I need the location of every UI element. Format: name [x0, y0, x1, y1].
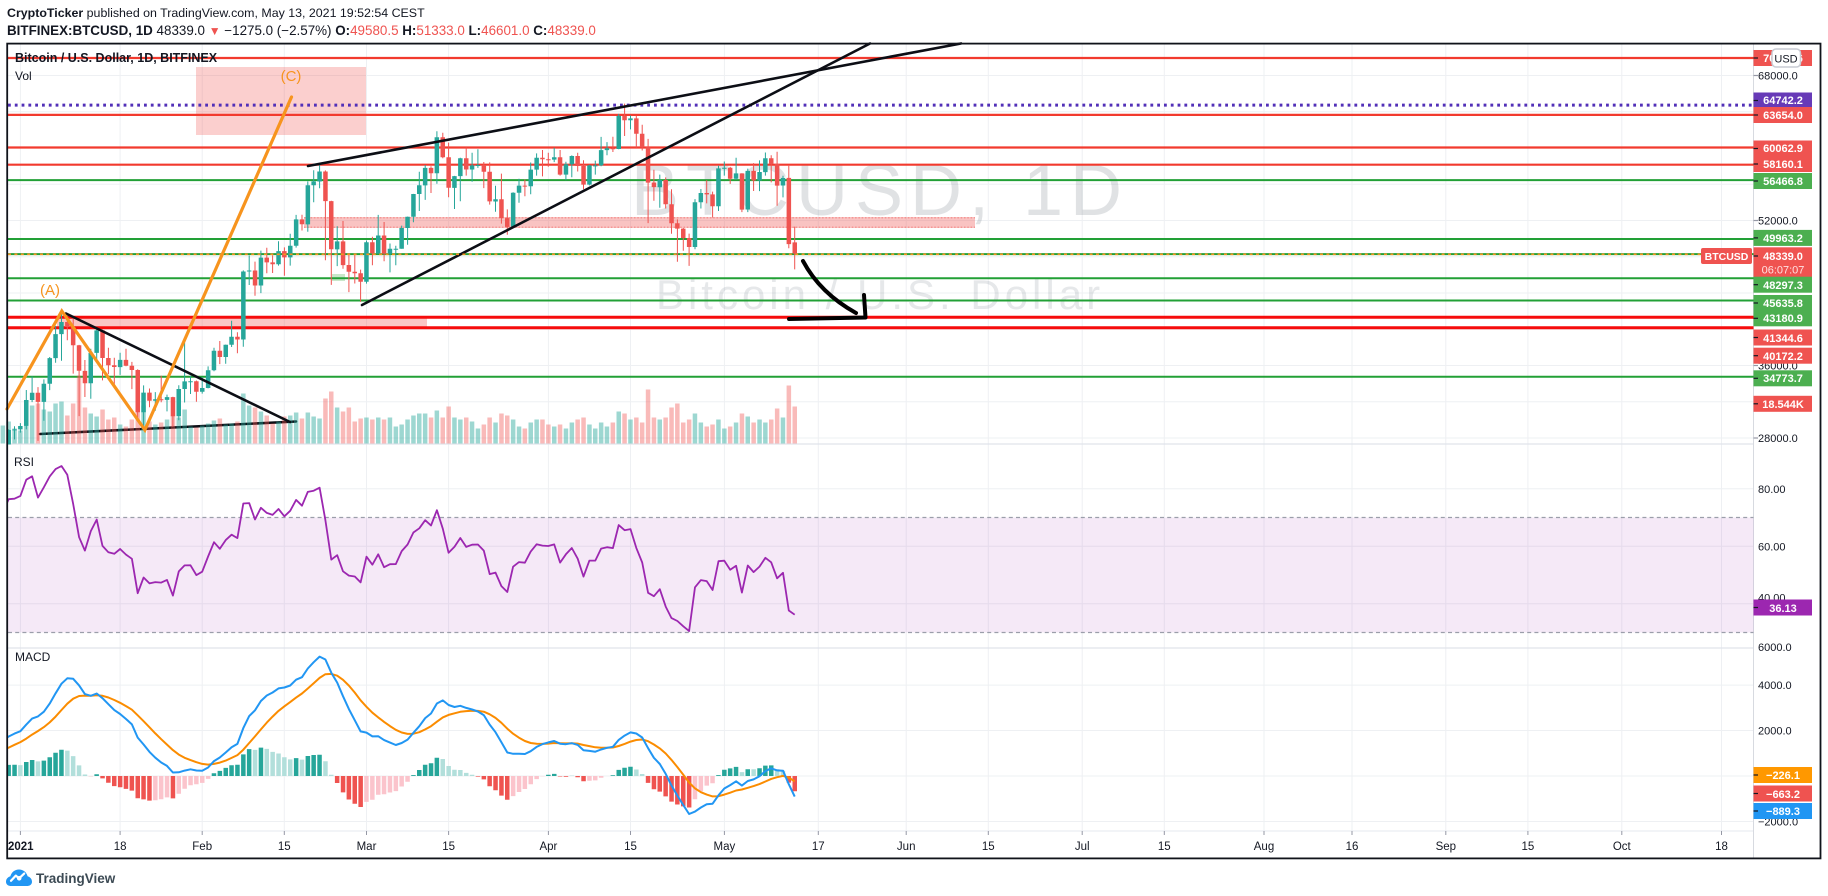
svg-text:43180.9: 43180.9: [1763, 313, 1803, 325]
svg-text:(A): (A): [40, 282, 60, 299]
svg-text:−663.2: −663.2: [1766, 789, 1800, 801]
svg-text:Sep: Sep: [1436, 841, 1456, 853]
svg-text:56466.8: 56466.8: [1763, 176, 1803, 188]
svg-text:17: 17: [812, 841, 825, 853]
svg-text:2021: 2021: [8, 841, 34, 853]
svg-text:BTCUSD: BTCUSD: [1705, 251, 1749, 263]
svg-text:15: 15: [982, 841, 995, 853]
svg-text:6000.0: 6000.0: [1758, 642, 1792, 654]
svg-text:Feb: Feb: [192, 841, 212, 853]
svg-text:Aug: Aug: [1254, 841, 1274, 853]
svg-text:80.00: 80.00: [1758, 484, 1786, 496]
svg-text:60062.9: 60062.9: [1763, 143, 1803, 155]
svg-text:28000.0: 28000.0: [1758, 433, 1798, 445]
svg-text:15: 15: [624, 841, 637, 853]
svg-text:15: 15: [278, 841, 291, 853]
svg-text:16: 16: [1346, 841, 1359, 853]
svg-text:41344.6: 41344.6: [1763, 333, 1803, 345]
svg-text:2000.0: 2000.0: [1758, 726, 1792, 738]
svg-text:64742.2: 64742.2: [1763, 95, 1803, 107]
svg-text:USD: USD: [1774, 54, 1797, 66]
svg-text:RSI: RSI: [14, 455, 34, 469]
svg-text:63654.0: 63654.0: [1763, 110, 1803, 122]
svg-text:−226.1: −226.1: [1766, 770, 1800, 782]
svg-text:15: 15: [1158, 841, 1171, 853]
svg-text:68000.0: 68000.0: [1758, 71, 1798, 83]
svg-text:48297.3: 48297.3: [1763, 280, 1803, 292]
svg-text:52000.0: 52000.0: [1758, 216, 1798, 228]
svg-text:34773.7: 34773.7: [1763, 373, 1803, 385]
svg-text:18: 18: [1715, 841, 1728, 853]
svg-text:Vol: Vol: [15, 69, 32, 83]
svg-text:4000.0: 4000.0: [1758, 680, 1792, 692]
svg-text:Oct: Oct: [1613, 841, 1632, 853]
svg-text:Bitcoin / U.S. Dollar, 1D, BIT: Bitcoin / U.S. Dollar, 1D, BITFINEX: [15, 51, 218, 65]
svg-text:(C): (C): [281, 68, 302, 85]
svg-text:48339.0: 48339.0: [1763, 251, 1803, 263]
svg-text:15: 15: [442, 841, 455, 853]
svg-text:36.13: 36.13: [1769, 603, 1797, 615]
svg-text:BITFINEX:BTCUSD, 1D 48339.0 ▼: BITFINEX:BTCUSD, 1D 48339.0 ▼ −1275.0 (−…: [7, 23, 596, 38]
svg-text:49963.2: 49963.2: [1763, 233, 1803, 245]
svg-text:60.00: 60.00: [1758, 541, 1786, 553]
svg-text:−2000.0: −2000.0: [1758, 817, 1798, 829]
svg-text:40172.2: 40172.2: [1763, 351, 1803, 363]
svg-text:Jun: Jun: [897, 841, 916, 853]
svg-text:−889.3: −889.3: [1766, 806, 1800, 818]
svg-text:45635.8: 45635.8: [1763, 298, 1803, 310]
svg-text:18.544K: 18.544K: [1762, 399, 1804, 411]
svg-text:May: May: [714, 841, 736, 853]
svg-text:Mar: Mar: [357, 841, 377, 853]
svg-text:TradingView: TradingView: [36, 871, 116, 886]
svg-text:18: 18: [114, 841, 127, 853]
svg-text:06:07:07: 06:07:07: [1762, 265, 1805, 277]
svg-text:15: 15: [1522, 841, 1535, 853]
svg-text:Jul: Jul: [1075, 841, 1090, 853]
svg-text:MACD: MACD: [15, 650, 51, 664]
svg-text:CryptoTicker published on Trad: CryptoTicker published on TradingView.co…: [7, 6, 425, 20]
svg-text:58160.1: 58160.1: [1763, 159, 1803, 171]
svg-text:Apr: Apr: [539, 841, 557, 853]
